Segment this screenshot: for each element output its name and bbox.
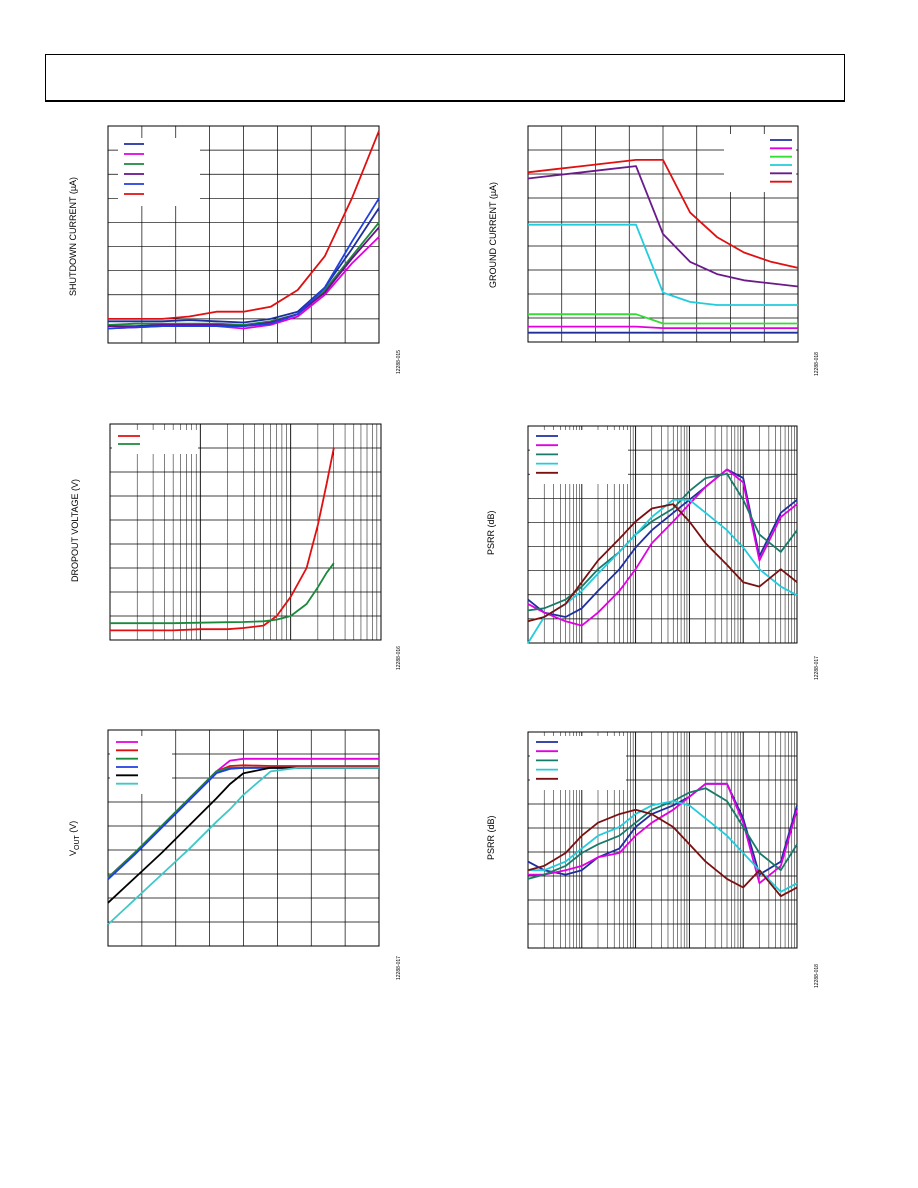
chart-svg-psrr-1 xyxy=(527,425,798,644)
chart-svg-dropout xyxy=(109,423,382,641)
ylabel-main: V xyxy=(68,849,78,856)
figure-id: 12288-017 xyxy=(814,656,820,680)
legend-box xyxy=(112,430,198,454)
series-line-1 xyxy=(108,207,380,324)
series-line-5 xyxy=(527,808,798,898)
plot-frame xyxy=(527,425,798,644)
series-line-4 xyxy=(527,498,798,644)
page-header-box xyxy=(45,54,845,102)
figure-id: 12288-018 xyxy=(814,352,820,376)
series-line-2 xyxy=(528,325,798,330)
y-axis-label: DROPOUT VOLTAGE (V) xyxy=(70,478,80,582)
grid xyxy=(108,126,379,343)
y-axis-label: GROUND CURRENT (µA) xyxy=(488,181,498,288)
ylabel-sub: OUT xyxy=(73,835,81,850)
series-line-4 xyxy=(528,223,798,306)
series-line-5 xyxy=(107,197,380,330)
y-axis-label: VOUT (V) xyxy=(68,821,81,856)
legend-box xyxy=(110,736,172,794)
series-line-2 xyxy=(528,782,798,885)
figure-id: 12288-015 xyxy=(396,350,402,374)
series-line-5 xyxy=(527,503,798,623)
series-line-2 xyxy=(527,468,798,627)
plot-frame xyxy=(109,423,382,641)
series-line-1 xyxy=(110,447,335,632)
y-axis-label: PSRR (dB) xyxy=(486,510,496,555)
series-line-6 xyxy=(107,766,379,926)
series-line-2 xyxy=(110,562,335,625)
grid xyxy=(110,424,381,640)
series-line-3 xyxy=(527,787,798,880)
series-line-6 xyxy=(108,130,380,320)
figure-id: 12288-016 xyxy=(396,646,402,670)
legend-box xyxy=(530,736,626,790)
figure-id: 12288-017 xyxy=(396,956,402,980)
chart-svg-ground xyxy=(527,125,799,343)
y-axis-label: SHUTDOWN CURRENT (µA) xyxy=(68,176,78,296)
legend-box xyxy=(118,138,200,206)
legend-box xyxy=(530,430,628,484)
figure-id: 12288-018 xyxy=(814,964,820,988)
series-line-3 xyxy=(528,313,798,325)
plot-frame xyxy=(527,731,798,949)
chart-svg-psrr-2 xyxy=(527,731,798,949)
legend-box xyxy=(724,134,796,192)
series-line-3 xyxy=(107,221,380,326)
y-axis-label: PSRR (dB) xyxy=(486,815,496,860)
series-line-4 xyxy=(528,800,798,893)
chart-svg-shutdown xyxy=(107,125,380,344)
ylabel-unit: (V) xyxy=(68,820,78,836)
series-line-6 xyxy=(527,159,799,269)
series-line-5 xyxy=(527,165,799,288)
chart-svg-vout xyxy=(107,729,380,947)
series-line-1 xyxy=(527,782,798,876)
